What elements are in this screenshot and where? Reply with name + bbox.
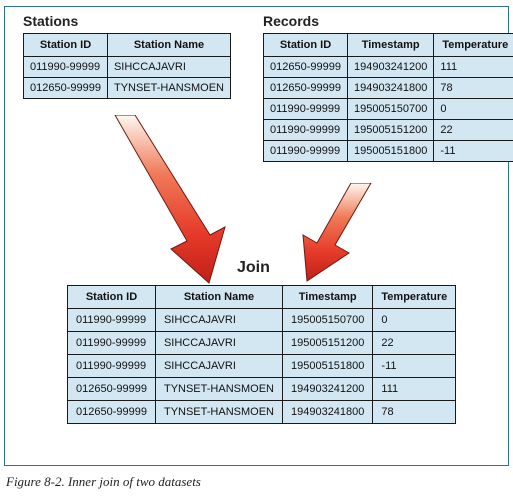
cell: 011990-99999: [264, 120, 348, 141]
records-table: Station ID Timestamp Temperature 012650-…: [263, 33, 513, 162]
table-row: 011990-99999 SIHCCAJAVRI: [24, 57, 231, 78]
cell: 194903241800: [282, 401, 372, 424]
table-row: 012650-99999 194903241800 78: [264, 78, 513, 99]
table-row: 012650-99999 194903241200 111: [264, 57, 513, 78]
table-row: 011990-99999 195005151200 22: [264, 120, 513, 141]
join-col-3: Temperature: [373, 286, 456, 309]
cell: 195005150700: [282, 309, 372, 332]
cell: 011990-99999: [68, 332, 156, 355]
cell: 195005150700: [347, 99, 433, 120]
stations-block: Stations Station ID Station Name 011990-…: [23, 13, 231, 99]
cell: 012650-99999: [264, 78, 348, 99]
cell: SIHCCAJAVRI: [107, 57, 230, 78]
cell: TYNSET-HANSMOEN: [107, 78, 230, 99]
table-row: 012650-99999 TYNSET-HANSMOEN 19490324180…: [68, 401, 456, 424]
cell: TYNSET-HANSMOEN: [155, 401, 282, 424]
cell: 012650-99999: [68, 378, 156, 401]
cell: 195005151800: [282, 355, 372, 378]
cell: 194903241800: [347, 78, 433, 99]
records-block: Records Station ID Timestamp Temperature…: [263, 13, 513, 162]
cell: 78: [434, 78, 513, 99]
cell: 194903241200: [347, 57, 433, 78]
records-title: Records: [263, 13, 513, 29]
cell: 78: [373, 401, 456, 424]
cell: 194903241200: [282, 378, 372, 401]
stations-col-0: Station ID: [24, 34, 108, 57]
join-table: Station ID Station Name Timestamp Temper…: [67, 285, 456, 424]
cell: 111: [434, 57, 513, 78]
table-row: 011990-99999 195005150700 0: [264, 99, 513, 120]
join-col-2: Timestamp: [282, 286, 372, 309]
figure-frame: Stations Station ID Station Name 011990-…: [4, 6, 509, 466]
records-col-2: Temperature: [434, 34, 513, 57]
stations-col-1: Station Name: [107, 34, 230, 57]
cell: SIHCCAJAVRI: [155, 332, 282, 355]
cell: TYNSET-HANSMOEN: [155, 378, 282, 401]
cell: 111: [373, 378, 456, 401]
cell: 011990-99999: [24, 57, 108, 78]
stations-title: Stations: [23, 13, 231, 29]
table-row: 012650-99999 TYNSET-HANSMOEN: [24, 78, 231, 99]
cell: SIHCCAJAVRI: [155, 355, 282, 378]
table-row: 011990-99999 SIHCCAJAVRI 195005150700 0: [68, 309, 456, 332]
cell: 22: [434, 120, 513, 141]
stations-table: Station ID Station Name 011990-99999 SIH…: [23, 33, 231, 99]
cell: 195005151200: [282, 332, 372, 355]
join-col-1: Station Name: [155, 286, 282, 309]
cell: 195005151800: [347, 141, 433, 162]
cell: 011990-99999: [68, 309, 156, 332]
arrow-right-icon: [293, 183, 383, 283]
cell: 012650-99999: [264, 57, 348, 78]
table-row: 011990-99999 SIHCCAJAVRI 195005151800 -1…: [68, 355, 456, 378]
cell: 012650-99999: [68, 401, 156, 424]
cell: 011990-99999: [264, 99, 348, 120]
table-row: 011990-99999 SIHCCAJAVRI 195005151200 22: [68, 332, 456, 355]
cell: 0: [434, 99, 513, 120]
table-row: 011990-99999 195005151800 -11: [264, 141, 513, 162]
figure-caption: Figure 8-2. Inner join of two datasets: [6, 474, 507, 490]
cell: 22: [373, 332, 456, 355]
cell: 0: [373, 309, 456, 332]
cell: SIHCCAJAVRI: [155, 309, 282, 332]
records-col-1: Timestamp: [347, 34, 433, 57]
cell: -11: [373, 355, 456, 378]
cell: 011990-99999: [68, 355, 156, 378]
join-block: Station ID Station Name Timestamp Temper…: [67, 285, 456, 424]
cell: -11: [434, 141, 513, 162]
cell: 195005151200: [347, 120, 433, 141]
table-row: 012650-99999 TYNSET-HANSMOEN 19490324120…: [68, 378, 456, 401]
cell: 012650-99999: [24, 78, 108, 99]
cell: 011990-99999: [264, 141, 348, 162]
join-col-0: Station ID: [68, 286, 156, 309]
records-col-0: Station ID: [264, 34, 348, 57]
arrow-left-icon: [105, 115, 245, 285]
join-label: Join: [237, 259, 270, 277]
